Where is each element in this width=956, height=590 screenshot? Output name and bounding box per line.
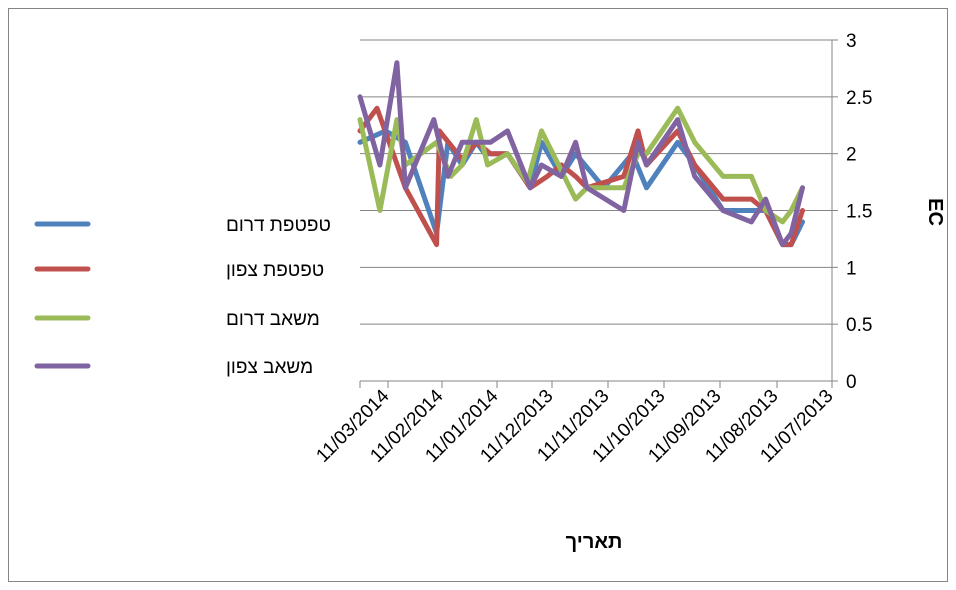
legend-label: משאב דרום (226, 309, 320, 330)
y-axis-title: EC (924, 198, 946, 226)
legend-item: משאב דרום (34, 309, 320, 330)
x-axis-title: תאריך (566, 531, 623, 553)
y-tick-label: 2 (846, 145, 857, 166)
legend-label: טפטפת צפון (226, 260, 324, 281)
legend-label: משאב צפון (226, 357, 313, 378)
y-tick-labels: 0 0.5 1 1.5 2 2.5 3 (846, 31, 872, 393)
legend-item: טפטפת דרום (34, 215, 331, 236)
x-tick-labels: 11/03/201411/02/201411/01/201411/12/2013… (312, 385, 837, 466)
y-tick-label: 0 (846, 372, 857, 393)
series-line-4 (357, 60, 805, 248)
legend-label: טפטפת דרום (226, 215, 331, 236)
series-lines (357, 60, 805, 248)
legend-item: טפטפת צפון (34, 260, 324, 281)
y-tick-label: 0.5 (846, 315, 872, 336)
axes (359, 40, 833, 388)
y-tick-label: 1.5 (846, 202, 872, 223)
y-tick-label: 1 (846, 258, 857, 279)
series-line-2 (357, 105, 805, 248)
legend-item: משאב צפון (34, 357, 313, 378)
y-tick-label: 3 (846, 31, 857, 52)
y-tick-label: 2.5 (846, 88, 872, 109)
legend: טפטפת דרום טפטפת צפון משאב דרום משאב צפון (34, 215, 331, 378)
chart-frame (8, 8, 948, 582)
